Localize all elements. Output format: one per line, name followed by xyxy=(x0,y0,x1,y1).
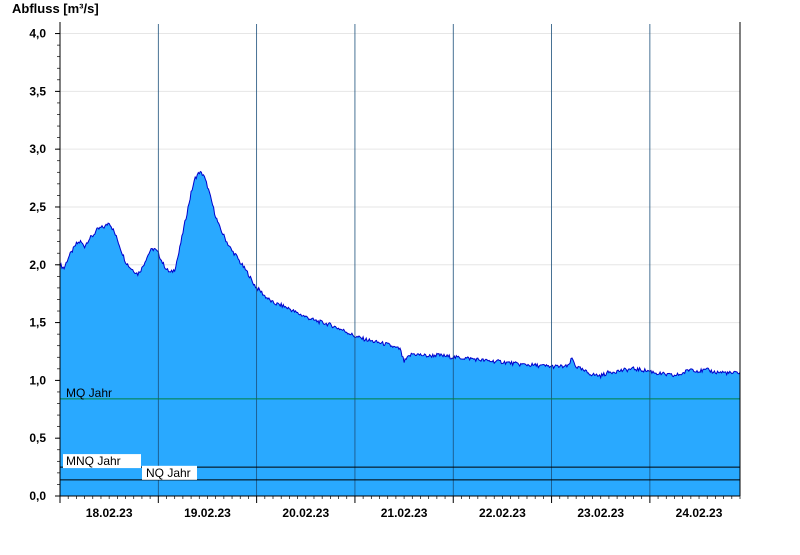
x-tick-label: 21.02.23 xyxy=(381,506,428,520)
x-tick-label: 24.02.23 xyxy=(676,506,723,520)
y-tick-label: 3,0 xyxy=(29,142,46,156)
reference-label-mq: MQ Jahr xyxy=(66,386,112,400)
y-tick-label: 4,0 xyxy=(29,27,46,41)
y-tick-label: 0,5 xyxy=(29,431,46,445)
y-tick-label: 2,5 xyxy=(29,200,46,214)
y-tick-label: 1,0 xyxy=(29,373,46,387)
y-tick-label: 1,5 xyxy=(29,316,46,330)
x-tick-label: 19.02.23 xyxy=(184,506,231,520)
y-tick-label: 2,0 xyxy=(29,258,46,272)
reference-label-mnq: MNQ Jahr xyxy=(66,454,121,468)
y-axis-label: Abfluss [m³/s] xyxy=(12,1,99,16)
reference-label-nq: NQ Jahr xyxy=(146,466,191,480)
x-tick-label: 20.02.23 xyxy=(282,506,329,520)
x-tick-label: 22.02.23 xyxy=(479,506,526,520)
y-tick-label: 3,5 xyxy=(29,84,46,98)
discharge-line xyxy=(59,170,741,380)
reference-label-bg-mnq xyxy=(63,454,141,469)
x-tick-label: 18.02.23 xyxy=(86,506,133,520)
discharge-area xyxy=(60,171,740,496)
x-tick-label: 23.02.23 xyxy=(577,506,624,520)
y-tick-label: 0,0 xyxy=(29,489,46,503)
reference-label-bg-nq xyxy=(142,465,197,480)
